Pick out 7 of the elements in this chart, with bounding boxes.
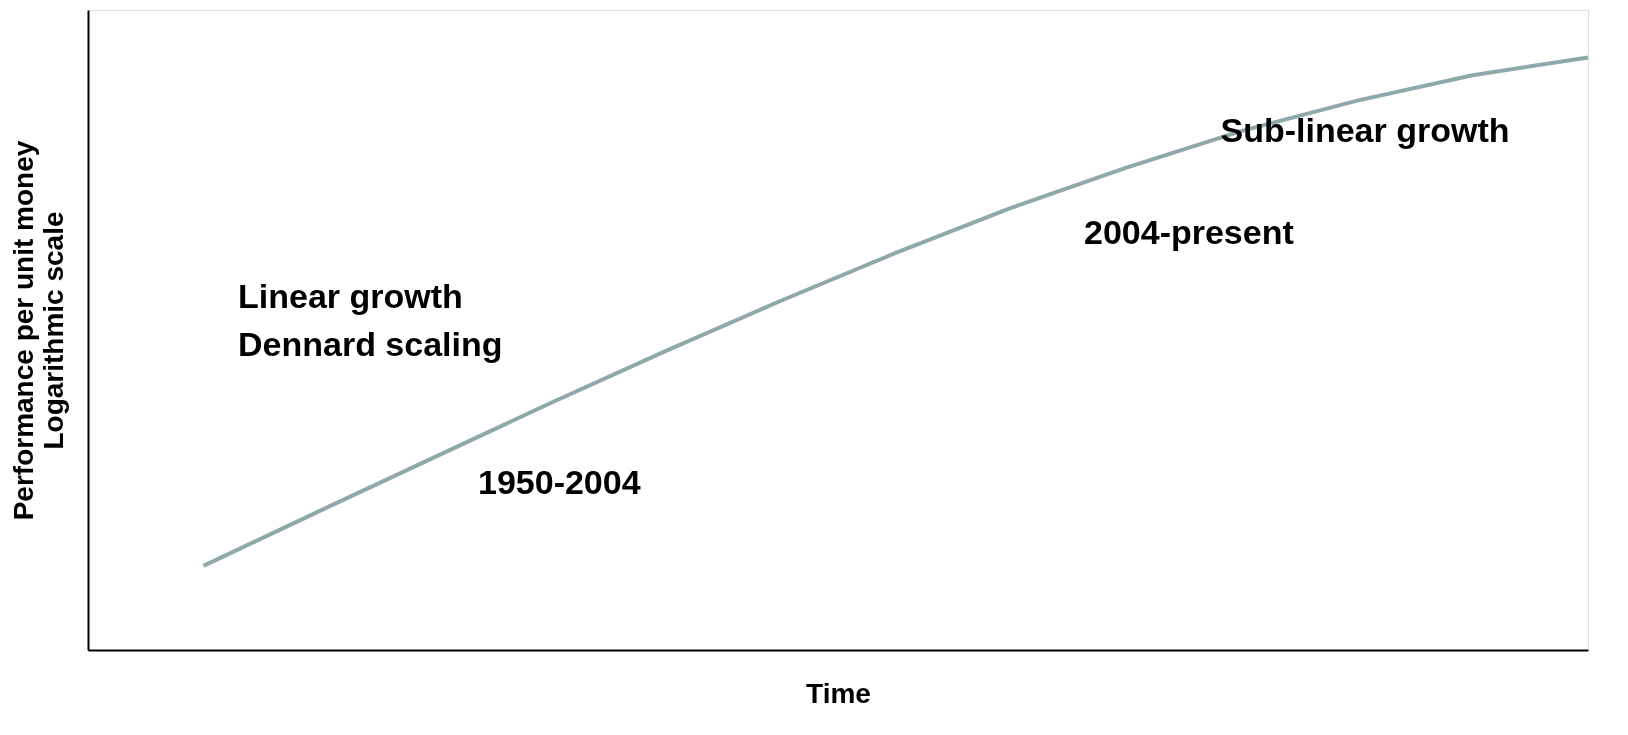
y-axis-title: Performance per unit money Logarithmic scale (7, 140, 69, 521)
annotation: 2004-present (1084, 213, 1294, 251)
annotation: Sub-linear growth (1220, 110, 1510, 149)
x-axis-title: Time (806, 677, 871, 709)
annotation: Dennard scaling (238, 325, 503, 363)
annotation: 1950-2004 (478, 462, 641, 501)
annotation: Linear growth (238, 277, 463, 315)
